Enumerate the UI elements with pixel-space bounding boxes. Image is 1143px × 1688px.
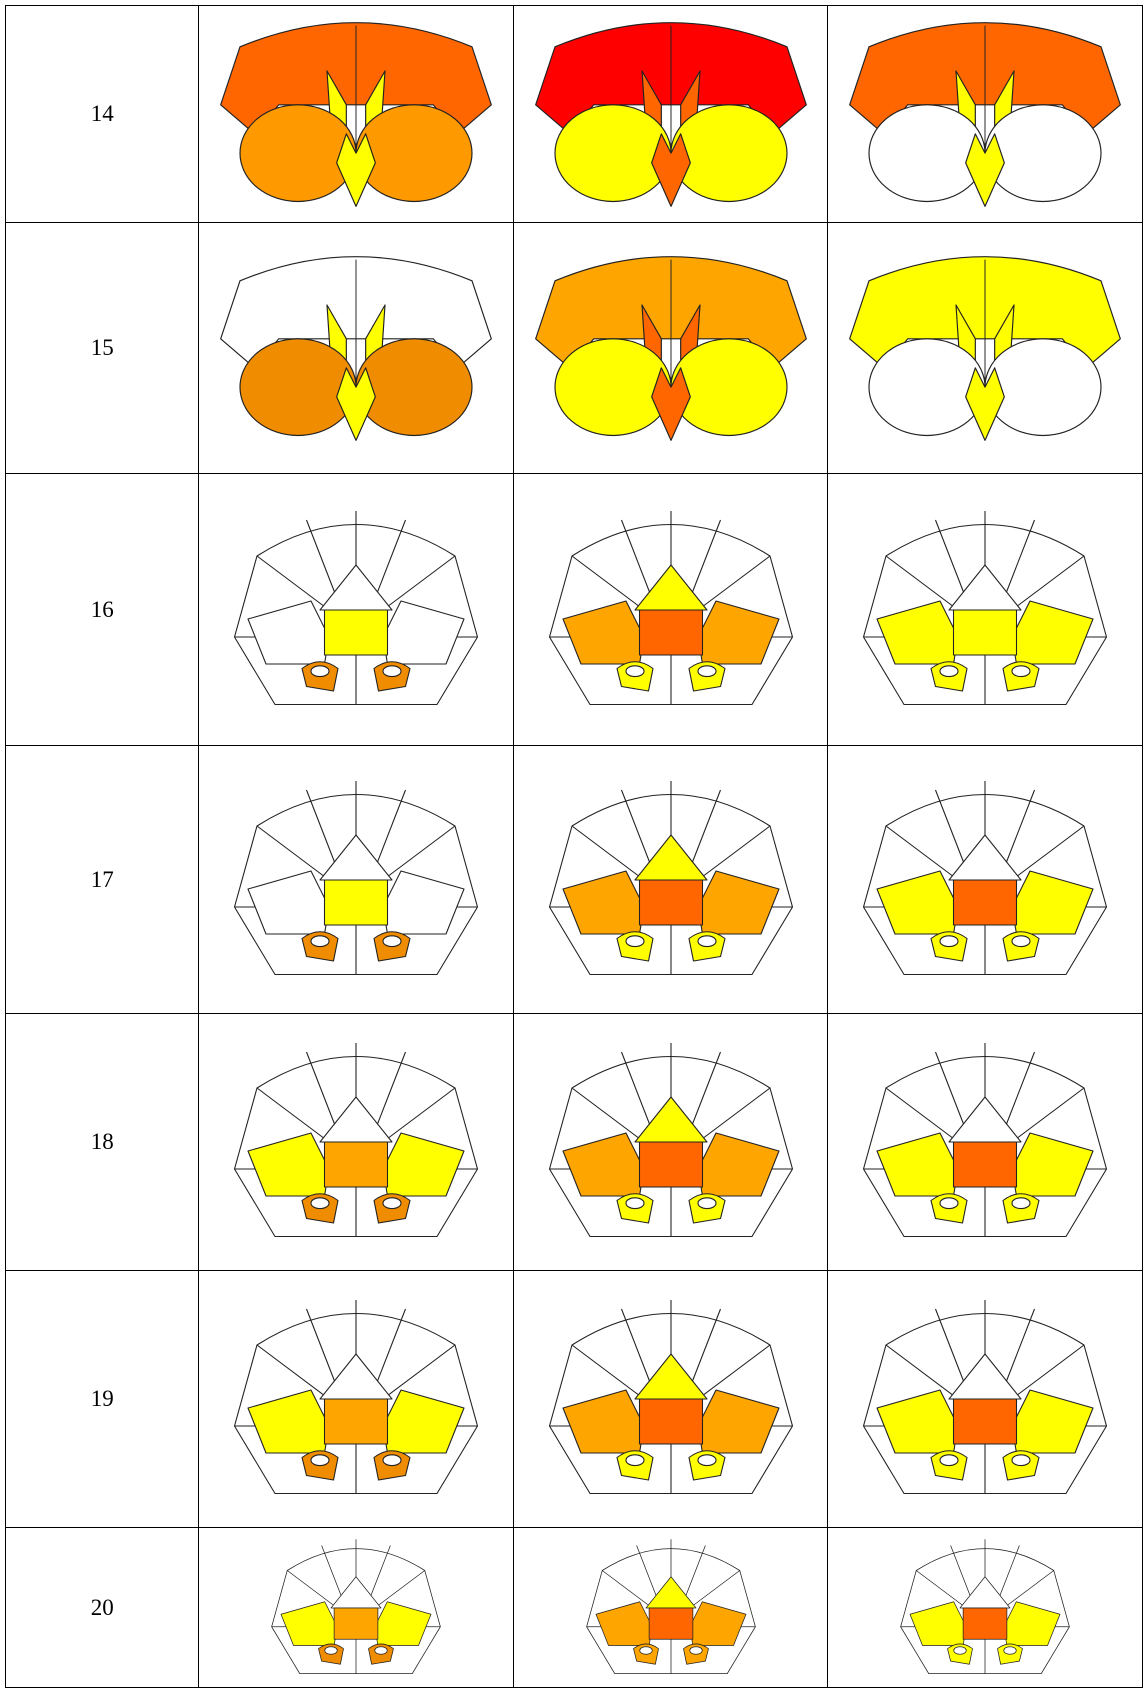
section-diagram <box>220 21 493 207</box>
row: 15 <box>4 222 1143 474</box>
section-diagram <box>548 1299 793 1495</box>
section-diagram <box>234 1299 479 1495</box>
section-diagram <box>900 1538 1071 1674</box>
row-label: 15 <box>4 222 200 474</box>
section-diagram <box>234 509 479 705</box>
row-label: 20 <box>4 1527 200 1688</box>
section-diagram <box>863 779 1108 975</box>
section-diagram <box>534 21 807 207</box>
section-diagram <box>234 779 479 975</box>
section-diagram <box>863 1042 1108 1238</box>
section-diagram <box>585 1538 756 1674</box>
section-diagram <box>548 1042 793 1238</box>
section-diagram <box>534 255 807 441</box>
row: 17 <box>4 745 1143 1014</box>
row-label: 14 <box>4 5 200 223</box>
row: 20 <box>4 1527 1143 1688</box>
row: 16 <box>4 473 1143 746</box>
row: 14 <box>4 5 1143 223</box>
row: 19 <box>4 1270 1143 1528</box>
section-diagram <box>548 779 793 975</box>
section-diagram <box>234 1042 479 1238</box>
section-diagram <box>548 509 793 705</box>
row-label: 17 <box>4 745 200 1014</box>
section-diagram <box>849 255 1122 441</box>
row-label: 16 <box>4 473 200 746</box>
section-diagram <box>849 21 1122 207</box>
row-label: 19 <box>4 1270 200 1528</box>
section-diagram <box>863 1299 1108 1495</box>
section-diagram <box>220 255 493 441</box>
row: 18 <box>4 1013 1143 1271</box>
section-diagram <box>271 1538 442 1674</box>
row-label: 18 <box>4 1013 200 1271</box>
figure-table: 14 15 16 17 18 19 20 <box>4 5 1143 1688</box>
section-diagram <box>863 509 1108 705</box>
